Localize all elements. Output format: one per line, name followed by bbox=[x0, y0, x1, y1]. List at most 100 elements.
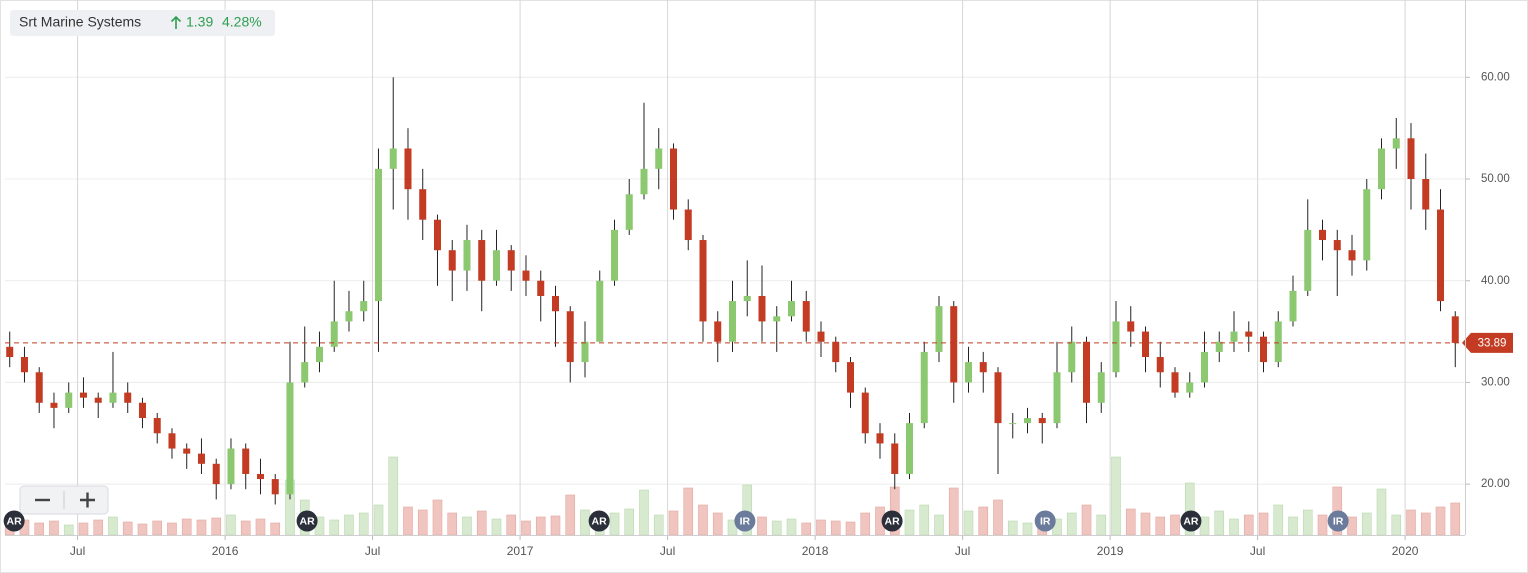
volume-bar bbox=[49, 520, 59, 536]
x-tick-label: 2019 bbox=[1097, 544, 1124, 558]
volume-bar bbox=[993, 499, 1003, 536]
volume-bar bbox=[196, 519, 207, 536]
volume-bar bbox=[1302, 509, 1313, 536]
volume-bar bbox=[1111, 456, 1121, 536]
volume-bar bbox=[1376, 488, 1387, 536]
volume-bar bbox=[240, 520, 251, 536]
candle-body bbox=[699, 240, 707, 322]
candle-body bbox=[522, 270, 530, 281]
candle-body bbox=[1378, 148, 1386, 190]
candle-body bbox=[315, 346, 323, 363]
candle-body bbox=[404, 148, 412, 190]
y-tick-label: 20.00 bbox=[1481, 478, 1510, 490]
candle-body bbox=[891, 443, 899, 474]
volume-bar bbox=[388, 456, 399, 536]
candle-body bbox=[1230, 331, 1238, 342]
volume-bar bbox=[93, 519, 104, 536]
candle-body bbox=[1437, 209, 1445, 302]
volume-bar bbox=[1125, 508, 1136, 536]
event-marker bbox=[296, 510, 318, 532]
header-box bbox=[10, 10, 275, 36]
candle-layer bbox=[6, 77, 1459, 505]
volume-bar bbox=[1258, 512, 1269, 536]
volume-bar bbox=[417, 509, 428, 536]
volume-bar bbox=[447, 512, 458, 536]
candle-body bbox=[1024, 418, 1032, 424]
candle-body bbox=[669, 148, 677, 210]
candle-body bbox=[79, 392, 87, 398]
zoom-in[interactable] bbox=[66, 488, 106, 512]
volume-bar bbox=[255, 518, 266, 536]
volume-bar bbox=[919, 504, 930, 536]
candle-body bbox=[714, 321, 722, 342]
x-tick-label: 2017 bbox=[507, 544, 534, 558]
event-label: IR bbox=[1333, 515, 1344, 527]
volume-bar bbox=[1288, 516, 1298, 536]
candle-body bbox=[242, 448, 250, 474]
candle-body bbox=[743, 295, 751, 302]
event-marker bbox=[3, 510, 25, 532]
volume-bar bbox=[521, 520, 531, 536]
event-marker bbox=[588, 510, 610, 532]
volume-bar bbox=[152, 520, 163, 536]
candle-body bbox=[360, 301, 368, 312]
candle-body bbox=[994, 372, 1002, 424]
candle-body bbox=[1068, 341, 1076, 373]
volume-bar bbox=[1347, 516, 1357, 536]
volume-bar bbox=[816, 519, 826, 536]
candle-body bbox=[979, 362, 987, 373]
volume-bar bbox=[226, 514, 236, 536]
zoom-out[interactable] bbox=[22, 488, 62, 512]
change-value: 1.39 bbox=[186, 14, 213, 30]
event-marker bbox=[1034, 510, 1056, 532]
candle-body bbox=[301, 362, 309, 383]
candle-body bbox=[1392, 138, 1400, 149]
volume-bar bbox=[270, 522, 281, 536]
volume-bar bbox=[904, 509, 915, 536]
change-percent: 4.28% bbox=[222, 14, 262, 30]
up-arrow bbox=[170, 15, 182, 29]
volume-bar bbox=[934, 514, 944, 536]
volume-bar bbox=[1435, 506, 1446, 536]
volume-bar bbox=[757, 516, 767, 536]
volume-layer bbox=[4, 456, 1461, 536]
candle-body bbox=[537, 280, 545, 296]
candle-body bbox=[1156, 357, 1164, 373]
candle-body bbox=[773, 316, 781, 322]
volume-bar bbox=[78, 522, 89, 536]
candle-body bbox=[935, 306, 943, 352]
candle-body bbox=[212, 463, 220, 485]
header: Srt Marine Systems 1.39 4.28% bbox=[10, 10, 275, 36]
event-label: AR bbox=[7, 515, 23, 527]
candle-body bbox=[551, 295, 559, 312]
volume-bar bbox=[1420, 512, 1431, 536]
grid: 20.00 30.00 40.00 50.00 60.00 Jul 2016 Jul 2017 J… bbox=[5, 0, 1510, 558]
candle-body bbox=[1407, 138, 1415, 180]
candle-body bbox=[1289, 290, 1297, 322]
volume-bar bbox=[1022, 522, 1033, 536]
candle-body bbox=[640, 168, 648, 195]
volume-bar bbox=[786, 518, 797, 536]
candle-body bbox=[861, 392, 869, 434]
event-marker bbox=[1180, 510, 1202, 532]
candle-body bbox=[271, 479, 279, 495]
volume-bar bbox=[683, 487, 694, 536]
candle-body bbox=[1260, 336, 1268, 363]
volume-bar bbox=[1066, 512, 1077, 536]
volume-bar bbox=[1243, 514, 1254, 536]
volume-bar bbox=[550, 515, 561, 536]
volume-bar bbox=[358, 512, 369, 536]
volume-bar bbox=[565, 494, 576, 536]
volume-bar bbox=[1229, 518, 1239, 536]
candle-body bbox=[153, 418, 161, 434]
candle-body bbox=[1333, 240, 1341, 251]
volume-bar bbox=[122, 521, 133, 536]
volume-bar bbox=[108, 516, 118, 536]
volume-bar bbox=[167, 522, 177, 536]
candle-body bbox=[256, 473, 264, 480]
candle-body bbox=[168, 433, 176, 449]
volume-bar bbox=[329, 519, 340, 536]
event-label: AR bbox=[885, 515, 901, 527]
candle-body bbox=[6, 346, 14, 358]
